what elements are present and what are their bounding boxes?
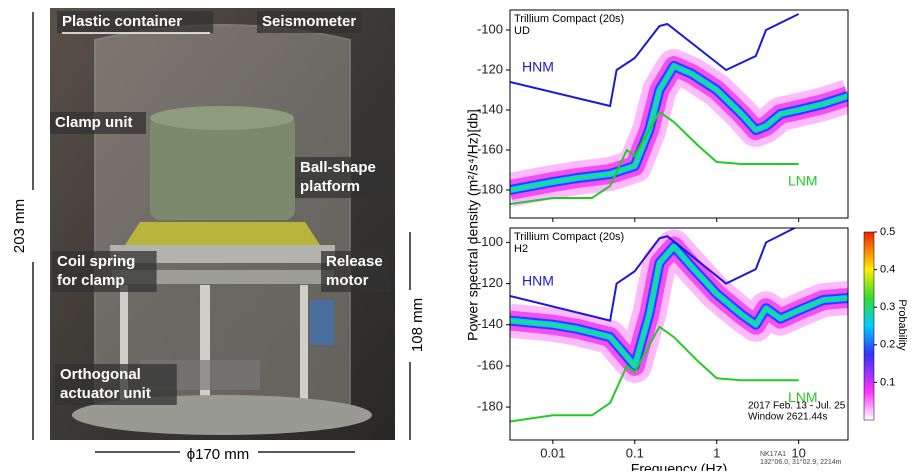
photo-label: Orthogonal	[60, 366, 141, 383]
chart-title: Trillium Compact (20s)	[514, 13, 624, 25]
photo-label: Release	[326, 253, 383, 270]
x-tick-label: 1	[713, 445, 720, 460]
chart-subtitle: UD	[514, 25, 530, 37]
photo-label: actuator unit	[60, 385, 151, 402]
colorbar	[864, 232, 874, 420]
photo-label: Plastic container	[62, 13, 182, 30]
photo-label: motor	[326, 272, 369, 289]
y-tick-label: -160	[477, 357, 503, 372]
photo-label: Seismometer	[262, 13, 356, 30]
colorbar-tick-label: 0.1	[880, 376, 895, 388]
y-tick-label: -100	[477, 21, 503, 36]
y-tick-label: -140	[477, 316, 503, 331]
chart-subtitle: H2	[514, 243, 528, 255]
station-label: NK17A1	[760, 451, 786, 458]
colorbar-tick-label: 0.3	[880, 301, 895, 313]
note: Window 2621.44s	[748, 412, 828, 423]
legend-label: HNM	[522, 59, 554, 75]
colorbar-tick-label: 0.2	[880, 339, 895, 351]
x-tick-label: 0.1	[626, 445, 644, 460]
charts: HNM LNM -100 -120 -140 -160 -180 Trillium Compa…	[465, 10, 908, 471]
note: 2017 Feb. 13 - Jul. 25	[748, 401, 846, 412]
y-tick-label: -100	[477, 234, 503, 249]
y-tick-label: -180	[477, 399, 503, 414]
x-tick-label: 0.01	[540, 445, 565, 460]
legend-label: HNM	[522, 273, 554, 289]
colorbar-title: Probability	[896, 299, 908, 351]
photo-label: Ball-shape	[300, 159, 376, 176]
photo-label: for clamp	[57, 272, 125, 289]
dimension-label: 108 mm	[409, 298, 426, 352]
y-tick-label: -140	[477, 101, 503, 116]
y-tick-label: -180	[477, 181, 503, 196]
y-tick-label: -120	[477, 61, 503, 76]
colorbar-tick-label: 0.5	[880, 226, 895, 238]
dimension-label: 203 mm	[11, 199, 28, 253]
x-axis-label: Frequency (Hz)	[631, 461, 727, 471]
photo-label: platform	[300, 178, 360, 195]
dimension-label: ϕ170 mm	[187, 446, 250, 463]
y-tick-label: -120	[477, 275, 503, 290]
colorbar-tick-label: 0.4	[880, 264, 895, 276]
y-tick-label: -160	[477, 141, 503, 156]
y-axis-label: Power spectral density (m²/s⁴/Hz)[db]	[465, 109, 481, 341]
chart-title: Trillium Compact (20s)	[514, 231, 624, 243]
legend-label: LNM	[788, 173, 818, 189]
station-label: 132°06.0, 31°02.9, 2214m	[760, 458, 842, 466]
photo-label: Coil spring	[57, 253, 135, 270]
photo-label: Clamp unit	[55, 114, 133, 131]
